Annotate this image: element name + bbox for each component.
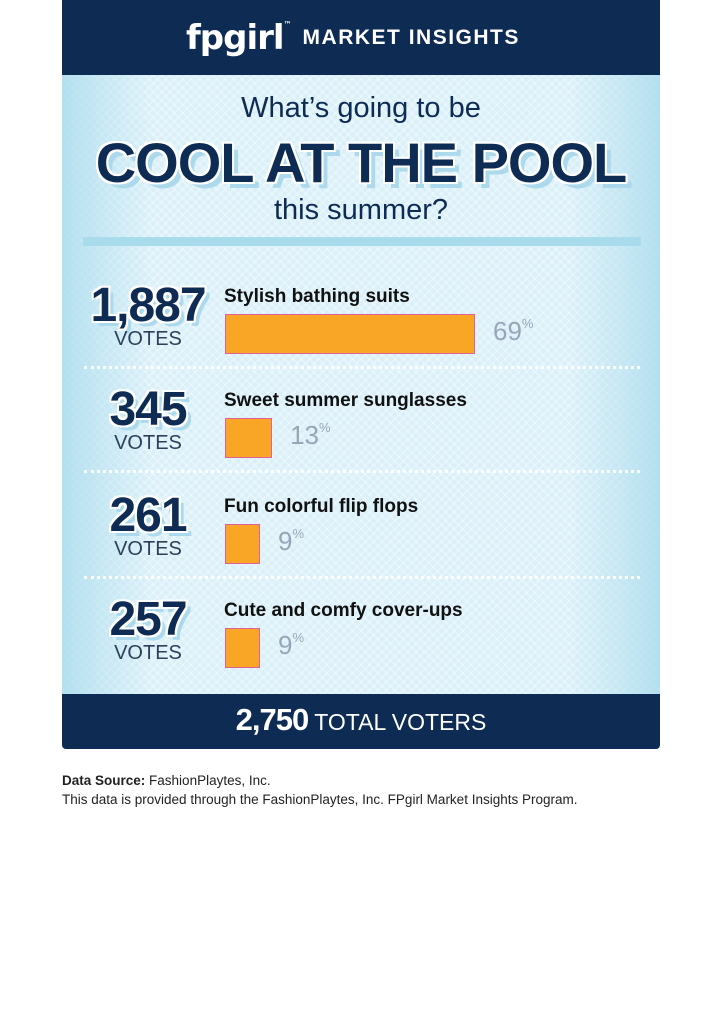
row-divider xyxy=(84,576,640,579)
title-divider xyxy=(83,237,641,246)
title-line-1: What’s going to be xyxy=(241,92,481,124)
votes-count: 257 xyxy=(109,593,187,646)
category-label: Stylish bathing suits xyxy=(224,286,410,307)
bar xyxy=(225,524,260,564)
bar xyxy=(225,628,260,668)
category-label: Sweet summer sunglasses xyxy=(224,390,467,411)
votes-count: 345 xyxy=(109,383,187,436)
row-divider xyxy=(84,366,640,369)
percent-label: 13% xyxy=(290,420,331,450)
chart-row: 257 VOTES Cute and comfy cover-ups 9% xyxy=(62,592,660,692)
data-source-label: Data Source: xyxy=(62,773,146,788)
votes-count: 1,887 xyxy=(90,279,206,332)
data-source-value: FashionPlaytes, Inc. xyxy=(149,773,271,788)
title-line-3: this summer? xyxy=(273,194,449,226)
logo-mark: fpgirl™ xyxy=(186,18,292,58)
total-voters-bar: 2,750 TOTAL VOTERS xyxy=(62,694,660,749)
total-voters-number: 2,750 xyxy=(235,702,310,737)
header-title: MARKET INSIGHTS xyxy=(302,26,520,49)
percent-label: 9% xyxy=(278,526,305,556)
bar xyxy=(225,314,475,354)
chart-row: 261 VOTES Fun colorful flip flops 9% xyxy=(62,488,660,588)
category-label: Fun colorful flip flops xyxy=(224,496,419,517)
votes-count: 261 xyxy=(109,489,187,542)
percent-label: 9% xyxy=(278,630,305,660)
data-source: Data Source: FashionPlaytes, Inc. This d… xyxy=(62,771,578,809)
chart-row: 345 VOTES Sweet summer sunglasses 13% xyxy=(62,382,660,482)
votes-label: VOTES xyxy=(114,538,182,560)
data-source-note: This data is provided through the Fashio… xyxy=(62,792,578,807)
votes-label: VOTES xyxy=(114,642,182,664)
chart-row: 1,887 VOTES Stylish bathing suits 69% xyxy=(62,278,660,378)
votes-label: VOTES xyxy=(114,432,182,454)
percent-label: 69% xyxy=(493,316,534,346)
votes-label: VOTES xyxy=(114,328,182,350)
header-bar: fpgirl™ MARKET INSIGHTS xyxy=(62,0,660,75)
fpgirl-logo: fpgirl™ MARKET INSIGHTS xyxy=(186,16,520,60)
row-divider xyxy=(84,470,640,473)
title-line-2: COOL AT THE POOL xyxy=(95,131,628,194)
infographic-card: fpgirl™ MARKET INSIGHTS What’s going to … xyxy=(62,0,660,749)
bar xyxy=(225,418,273,458)
category-label: Cute and comfy cover-ups xyxy=(224,600,463,621)
total-voters-label: TOTAL VOTERS xyxy=(314,709,487,735)
